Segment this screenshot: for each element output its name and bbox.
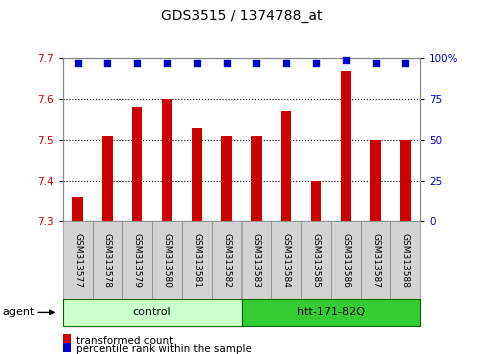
Point bbox=[342, 57, 350, 63]
Bar bbox=[331, 221, 361, 299]
Point bbox=[163, 61, 171, 66]
Text: GDS3515 / 1374788_at: GDS3515 / 1374788_at bbox=[161, 9, 322, 23]
Bar bbox=[182, 221, 212, 299]
Text: GSM313581: GSM313581 bbox=[192, 233, 201, 288]
Bar bbox=[400, 140, 411, 221]
Point bbox=[104, 61, 112, 66]
Text: GSM313588: GSM313588 bbox=[401, 233, 410, 288]
Point bbox=[401, 61, 409, 66]
Bar bbox=[152, 221, 182, 299]
Point bbox=[193, 61, 201, 66]
Point bbox=[74, 61, 82, 66]
Point bbox=[133, 61, 141, 66]
Text: GSM313583: GSM313583 bbox=[252, 233, 261, 288]
Bar bbox=[341, 71, 351, 221]
Text: GSM313577: GSM313577 bbox=[73, 233, 82, 288]
Bar bbox=[370, 140, 381, 221]
Point bbox=[312, 61, 320, 66]
Text: transformed count: transformed count bbox=[76, 336, 173, 346]
Bar bbox=[251, 136, 262, 221]
Text: GSM313584: GSM313584 bbox=[282, 233, 291, 288]
Text: GSM313585: GSM313585 bbox=[312, 233, 320, 288]
Text: GSM313586: GSM313586 bbox=[341, 233, 350, 288]
Bar bbox=[311, 181, 321, 221]
Bar bbox=[122, 221, 152, 299]
Bar bbox=[281, 111, 291, 221]
Text: GSM313582: GSM313582 bbox=[222, 233, 231, 288]
Text: control: control bbox=[133, 307, 171, 318]
Point bbox=[282, 61, 290, 66]
Text: htt-171-82Q: htt-171-82Q bbox=[297, 307, 365, 318]
Text: GSM313587: GSM313587 bbox=[371, 233, 380, 288]
Bar bbox=[63, 299, 242, 326]
Bar bbox=[271, 221, 301, 299]
Text: agent: agent bbox=[2, 307, 35, 318]
Bar bbox=[102, 136, 113, 221]
Bar bbox=[242, 221, 271, 299]
Bar bbox=[390, 221, 420, 299]
Point bbox=[372, 61, 380, 66]
Bar bbox=[361, 221, 390, 299]
Text: GSM313580: GSM313580 bbox=[163, 233, 171, 288]
Bar bbox=[63, 221, 93, 299]
Bar bbox=[162, 99, 172, 221]
Bar bbox=[301, 221, 331, 299]
Bar bbox=[192, 127, 202, 221]
Bar bbox=[212, 221, 242, 299]
Bar bbox=[242, 299, 420, 326]
Bar bbox=[221, 136, 232, 221]
Bar bbox=[93, 221, 122, 299]
Bar bbox=[132, 107, 142, 221]
Point bbox=[223, 61, 230, 66]
Text: percentile rank within the sample: percentile rank within the sample bbox=[76, 344, 252, 354]
Text: GSM313579: GSM313579 bbox=[133, 233, 142, 288]
Point bbox=[253, 61, 260, 66]
Text: GSM313578: GSM313578 bbox=[103, 233, 112, 288]
Bar bbox=[72, 197, 83, 221]
